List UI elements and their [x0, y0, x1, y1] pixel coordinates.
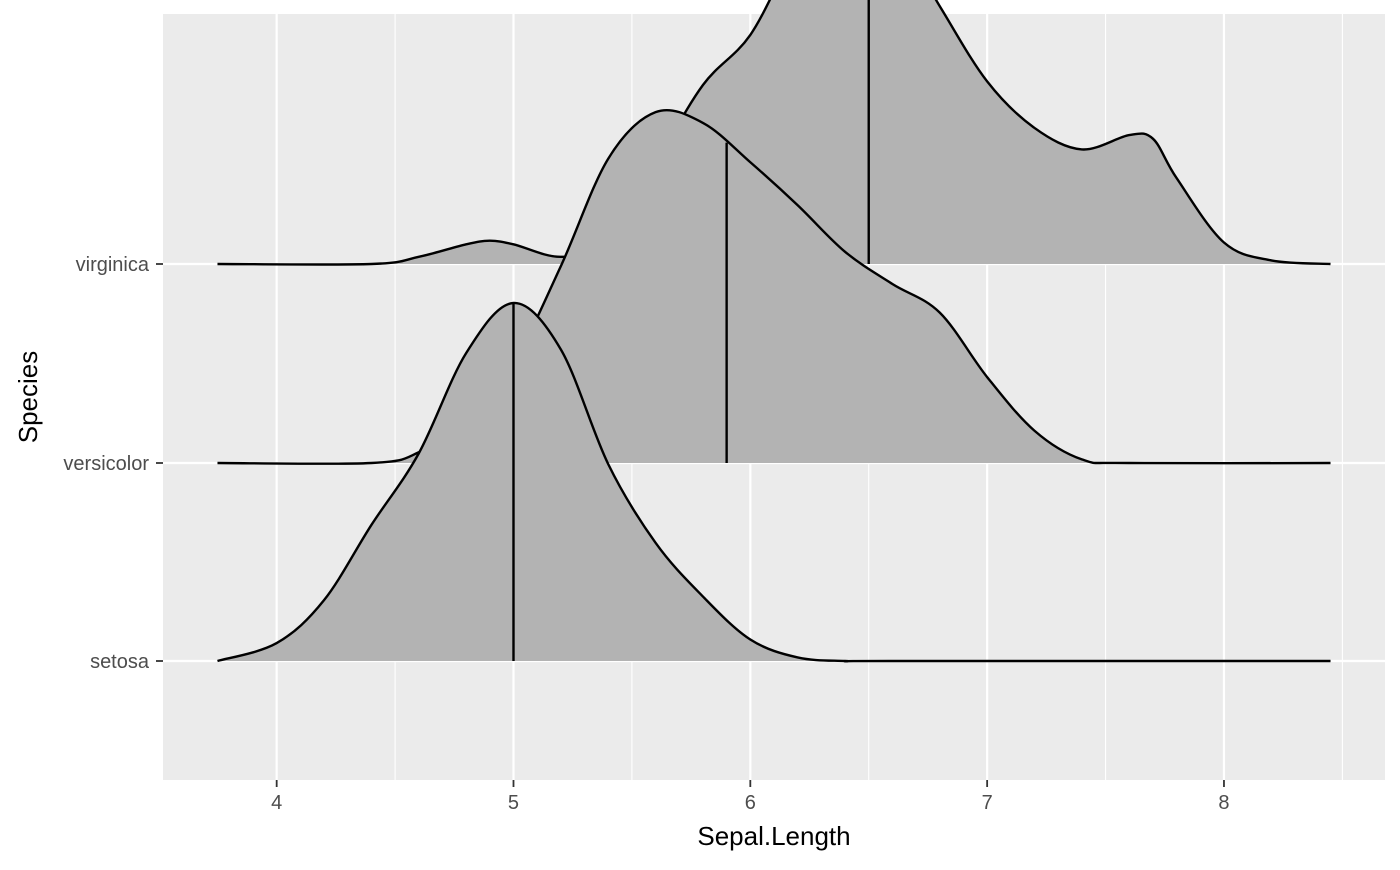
ridge-outline-setosa — [217, 301, 1331, 663]
axes: 4 5 6 7 8 setosa versicolor virginica — [63, 254, 1229, 814]
y-axis-title: Species — [13, 351, 43, 444]
density-ridges — [217, 0, 1331, 663]
x-tick-label: 7 — [982, 792, 993, 814]
ridge-outline-virginica — [217, 0, 1331, 266]
ridge-virginica — [217, 0, 1331, 266]
y-tick-label-versicolor: versicolor — [63, 453, 149, 475]
x-tick-label: 8 — [1218, 792, 1229, 814]
x-tick-label: 6 — [745, 792, 756, 814]
ridge-fill-virginica — [217, 0, 1331, 265]
ridge-fill-versicolor — [217, 110, 1331, 464]
y-tick-label-virginica: virginica — [76, 254, 150, 276]
x-tick-label: 5 — [508, 792, 519, 814]
ridge-setosa — [217, 301, 1331, 663]
x-axis-title: Sepal.Length — [697, 821, 850, 851]
y-tick-label-setosa: setosa — [90, 651, 150, 673]
x-tick-label: 4 — [271, 792, 282, 814]
ridge-fill-setosa — [217, 302, 1331, 662]
